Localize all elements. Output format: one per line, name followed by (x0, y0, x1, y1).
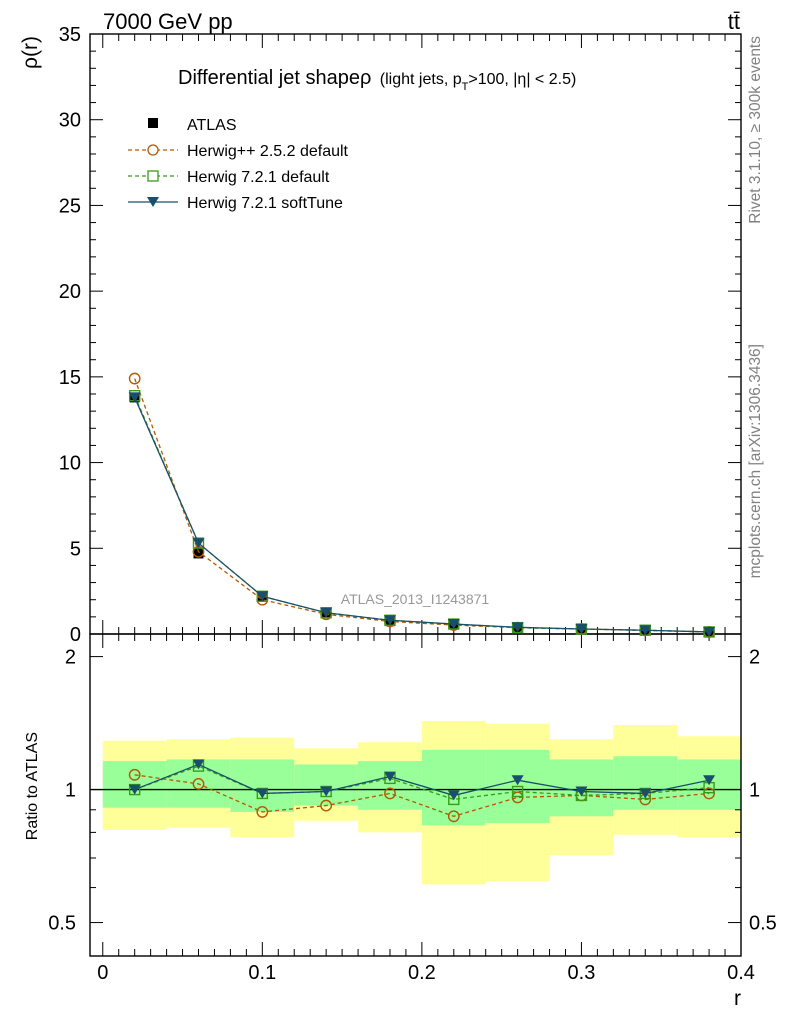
ratio-point-herwig-7-2-1-softtune-5 (447, 790, 460, 801)
legend-marker-atlas (148, 118, 158, 128)
top-y-tick-label: 15 (59, 367, 81, 389)
rivet-version-label: Rivet 3.1.10, ≥ 300k events (747, 36, 764, 224)
ratio-point-herwig-7-2-1-softtune-6 (511, 775, 524, 786)
legend-label-herwig7-softtune: Herwig 7.2.1 softTune (187, 195, 343, 212)
plot-title-main: Differential jet shapeρ (178, 67, 371, 89)
ratio-series-herwig-2-5-2-default (128, 768, 715, 823)
axes-ticks (90, 33, 742, 956)
top-point-herwig-7-2-1-softtune-5 (447, 619, 460, 630)
x-tick-label: 0.2 (408, 962, 436, 984)
bottom-y-axis-title: Ratio to ATLAS (24, 732, 41, 840)
x-axis-title: r (734, 987, 741, 1010)
ratio-point-herwig-2-5-2-default-0 (128, 768, 141, 781)
header-process-label: tt̄ (728, 9, 740, 34)
top-point-herwig-7-2-1-softtune-8 (639, 625, 652, 636)
top-point-herwig-7-2-1-softtune-3 (320, 607, 333, 618)
ratio-point-herwig-2-5-2-default-6 (511, 791, 524, 804)
top-point-herwig-7-2-1-softtune-4 (383, 615, 396, 626)
top-y-tick-label: 25 (59, 195, 81, 217)
legend-entry-herwigpp: Herwig++ 2.5.2 default (128, 143, 349, 160)
mcplots-source-label: mcplots.cern.ch [arXiv:1306.3436] (747, 344, 764, 578)
ratio-y-tick-label-right: 1 (749, 780, 760, 802)
top-point-herwig-7-2-1-softtune-9 (703, 626, 716, 637)
plot-title-detail: (light jets, pT>100, |η| < 2.5) (380, 71, 577, 93)
top-point-herwig-7-2-1-softtune-6 (511, 622, 524, 633)
ratio-point-herwig-2-5-2-default-5 (447, 810, 460, 823)
ratio-y-tick-label-left: 1 (65, 780, 76, 802)
ratio-point-herwig-7-2-1-softtune-9 (703, 775, 716, 786)
legend-marker-herwig7-default (147, 170, 159, 182)
x-tick-label: 0.4 (727, 962, 755, 984)
top-point-herwig-7-2-1-softtune-7 (575, 624, 588, 635)
analysis-watermark: ATLAS_2013_I1243871 (341, 591, 490, 607)
ratio-line-herwig-7-2-1-default (134, 765, 710, 801)
ratio-point-herwig-7-2-1-softtune-7 (575, 786, 588, 797)
top-y-tick-label: 0 (70, 624, 81, 646)
legend-entry-herwig7-softtune: Herwig 7.2.1 softTune (128, 195, 343, 212)
ratio-panel-frame (89, 633, 742, 957)
band-inner-bin-3 (294, 764, 359, 806)
ratio-y-tick-label-right: 0.5 (749, 913, 777, 935)
ratio-uncertainty-bands (102, 720, 741, 885)
top-point-herwig-7-2-1-softtune-2 (256, 591, 269, 602)
ratio-point-herwig-7-2-1-softtune-0 (128, 784, 141, 795)
ratio-line-herwig-7-2-1-softtune (134, 763, 710, 797)
ratio-point-herwig-7-2-1-softtune-2 (256, 788, 269, 799)
x-tick-label: 0.3 (568, 962, 596, 984)
ratio-point-herwig-7-2-1-softtune-1 (192, 759, 205, 770)
top-series-herwig-7-2-1-softtune (128, 392, 716, 637)
legend-label-herwigpp: Herwig++ 2.5.2 default (187, 143, 349, 160)
top-panel-series (128, 372, 716, 638)
header-energy-label: 7000 GeV pp (103, 9, 233, 34)
ratio-y-tick-label-left: 0.5 (48, 913, 76, 935)
x-tick-label: 0 (97, 962, 108, 984)
legend-label-atlas: ATLAS (187, 117, 237, 134)
ratio-point-herwig-7-2-1-default-6 (511, 785, 524, 798)
x-tick-label: 0.1 (248, 962, 276, 984)
legend: ATLAS Herwig++ 2.5.2 default Herwig 7.2.… (128, 117, 349, 212)
legend-marker-herwigpp (147, 144, 159, 156)
ratio-point-herwig-2-5-2-default-4 (384, 787, 396, 800)
ratio-y-tick-label-right: 2 (749, 647, 760, 669)
legend-entry-atlas: ATLAS (148, 117, 237, 134)
top-point-herwig-2-5-2-default-0 (128, 372, 141, 385)
band-inner-bin-5 (421, 749, 486, 826)
ratio-series-herwig-7-2-1-softtune (128, 759, 716, 801)
top-y-tick-label: 5 (70, 538, 81, 560)
ratio-point-herwig-7-2-1-softtune-4 (383, 771, 396, 782)
ratio-panel-series (128, 759, 716, 823)
top-y-axis-title: ρ(r) (19, 36, 42, 69)
legend-entry-herwig7-default: Herwig 7.2.1 default (128, 169, 330, 186)
ratio-line-herwig-2-5-2-default (134, 774, 710, 817)
ratio-point-herwig-2-5-2-default-2 (256, 806, 269, 818)
ratio-y-tick-label-left: 2 (65, 647, 76, 669)
ratio-point-herwig-2-5-2-default-3 (320, 799, 333, 812)
legend-label-herwig7-default: Herwig 7.2.1 default (187, 169, 330, 186)
top-point-herwig-7-2-1-softtune-1 (192, 538, 205, 549)
top-y-tick-label: 30 (59, 110, 81, 132)
ratio-point-herwig-7-2-1-softtune-3 (320, 786, 333, 797)
top-y-tick-label: 10 (59, 453, 81, 475)
top-y-tick-label: 35 (59, 24, 81, 46)
top-point-herwig-7-2-1-softtune-0 (128, 392, 141, 403)
top-point-atlas-1 (193, 548, 204, 559)
ratio-point-herwig-2-5-2-default-1 (192, 778, 205, 790)
ratio-point-herwig-7-2-1-softtune-8 (639, 788, 652, 799)
top-y-tick-label: 20 (59, 281, 81, 303)
band-inner-bin-2 (230, 759, 295, 812)
top-line-herwig-7-2-1-softtune (134, 397, 710, 633)
plot-title: Differential jet shapeρ (light jets, pT>… (178, 67, 576, 93)
band-inner-bin-8 (613, 756, 678, 810)
legend-marker-herwig7-softtune (147, 197, 159, 207)
